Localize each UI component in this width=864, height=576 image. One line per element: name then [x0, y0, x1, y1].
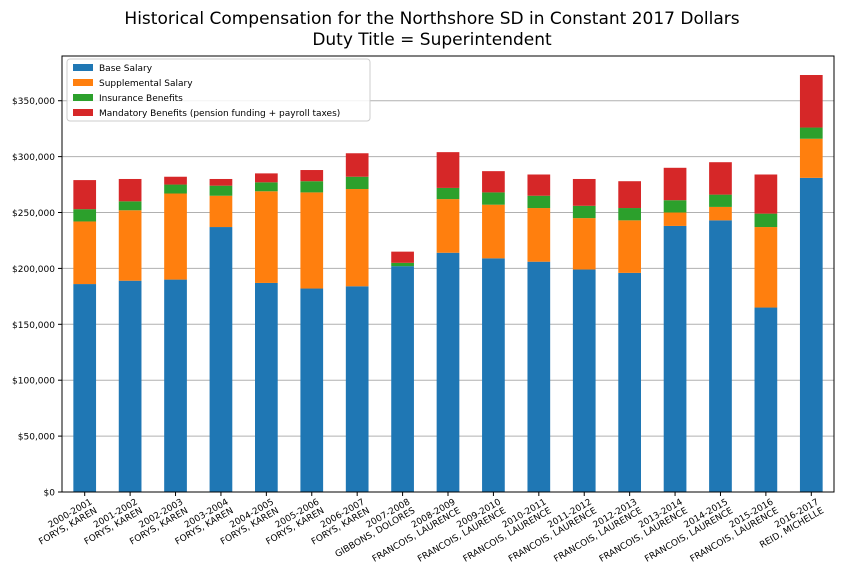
- bar-segment-supplemental: [118, 210, 142, 281]
- bar-segment-supplemental: [572, 218, 596, 270]
- bar-segment-supplemental: [345, 189, 369, 287]
- bars: [73, 75, 823, 493]
- bar-segment-supplemental: [164, 193, 187, 280]
- bar-segment-mandatory: [618, 181, 641, 209]
- bar-segment-supplemental: [618, 220, 641, 273]
- bar-segment-mandatory: [118, 178, 142, 202]
- bar-segment-insurance: [164, 184, 187, 194]
- y-tick-label: $0: [44, 489, 56, 499]
- y-tick-label: $50,000: [18, 433, 55, 443]
- bar-segment-mandatory: [527, 174, 551, 196]
- bar-segment-base: [436, 252, 460, 492]
- bar-segment-base: [391, 266, 414, 492]
- y-tick-label: $350,000: [12, 97, 55, 107]
- y-tick-label: $150,000: [12, 321, 55, 331]
- bar-segment-base: [754, 307, 778, 492]
- legend-swatch: [73, 94, 93, 101]
- bar-segment-supplemental: [209, 195, 233, 228]
- bar-segment-insurance: [482, 192, 505, 205]
- chart-subtitle: Duty Title = Superintendent: [312, 30, 552, 50]
- bar-segment-supplemental: [73, 221, 97, 285]
- bar-segment-base: [209, 227, 233, 493]
- bar-segment-base: [73, 284, 97, 492]
- bar-segment-base: [709, 220, 732, 493]
- bar-segment-insurance: [255, 182, 278, 192]
- y-axis: $0 $50,000 $100,000 $150,000 $200,000 $250,00…: [12, 97, 62, 499]
- legend-label: Supplemental Salary: [99, 79, 193, 89]
- bar-segment-supplemental: [255, 191, 278, 283]
- bar-segment-base: [663, 225, 687, 492]
- bar-segment-mandatory: [300, 170, 324, 182]
- bar-segment-insurance: [391, 262, 414, 267]
- bar-segment-insurance: [300, 181, 324, 193]
- bar-segment-supplemental: [709, 206, 732, 221]
- chart-title: Historical Compensation for the Northsho…: [124, 9, 740, 29]
- bar-segment-insurance: [572, 205, 596, 219]
- bar-segment-base: [799, 177, 823, 492]
- bar-segment-base: [572, 269, 596, 492]
- bar-segment-mandatory: [709, 162, 732, 195]
- bar-segment-supplemental: [300, 192, 324, 289]
- bar-segment-base: [164, 279, 187, 492]
- bar-segment-insurance: [73, 209, 97, 222]
- legend-label: Base Salary: [99, 64, 153, 74]
- bar-segment-mandatory: [754, 174, 778, 214]
- bar-segment-supplemental: [799, 138, 823, 178]
- bar-segment-insurance: [345, 176, 369, 190]
- bar-segment-mandatory: [255, 173, 278, 183]
- bar-segment-insurance: [118, 201, 142, 211]
- bar-segment-mandatory: [436, 152, 460, 188]
- bar-segment-base: [482, 258, 505, 492]
- bar-segment-insurance: [618, 208, 641, 221]
- bar-segment-base: [345, 286, 369, 492]
- bar-segment-insurance: [436, 187, 460, 200]
- bar-segment-supplemental: [436, 199, 460, 253]
- bar-segment-base: [300, 288, 324, 492]
- bar-segment-mandatory: [209, 178, 233, 186]
- legend-swatch: [73, 109, 93, 116]
- y-tick-label: $200,000: [12, 265, 55, 275]
- bar-segment-supplemental: [482, 204, 505, 259]
- bar-segment-base: [618, 272, 641, 492]
- legend-box: [66, 58, 371, 122]
- legend: Base Salary Supplemental Salary Insurance …: [66, 58, 371, 122]
- bar-segment-mandatory: [663, 167, 687, 201]
- bar-segment-insurance: [209, 185, 233, 196]
- y-tick-label: $250,000: [12, 209, 55, 219]
- bar-segment-base: [255, 282, 278, 492]
- y-tick-label: $100,000: [12, 377, 55, 387]
- legend-swatch: [73, 64, 93, 71]
- bar-segment-mandatory: [164, 176, 187, 185]
- bar-segment-mandatory: [799, 75, 823, 128]
- bar-segment-supplemental: [527, 208, 551, 262]
- bar-segment-insurance: [527, 195, 551, 209]
- bar-segment-insurance: [709, 194, 732, 207]
- legend-label: Mandatory Benefits (pension funding + pa…: [99, 109, 340, 119]
- bar-segment-supplemental: [754, 227, 778, 308]
- legend-label: Insurance Benefits: [99, 94, 183, 104]
- bar-segment-mandatory: [572, 178, 596, 206]
- y-tick-label: $300,000: [12, 153, 55, 163]
- bar-segment-mandatory: [482, 171, 505, 193]
- bar-segment-base: [527, 261, 551, 492]
- bar-segment-insurance: [754, 213, 778, 228]
- bar-segment-mandatory: [345, 153, 369, 177]
- bar-segment-supplemental: [663, 212, 687, 226]
- legend-swatch: [73, 79, 93, 86]
- bar-segment-mandatory: [391, 251, 414, 263]
- bar-segment-base: [118, 280, 142, 492]
- bar-segment-insurance: [663, 200, 687, 213]
- bar-segment-insurance: [799, 127, 823, 139]
- bar-segment-mandatory: [73, 180, 97, 210]
